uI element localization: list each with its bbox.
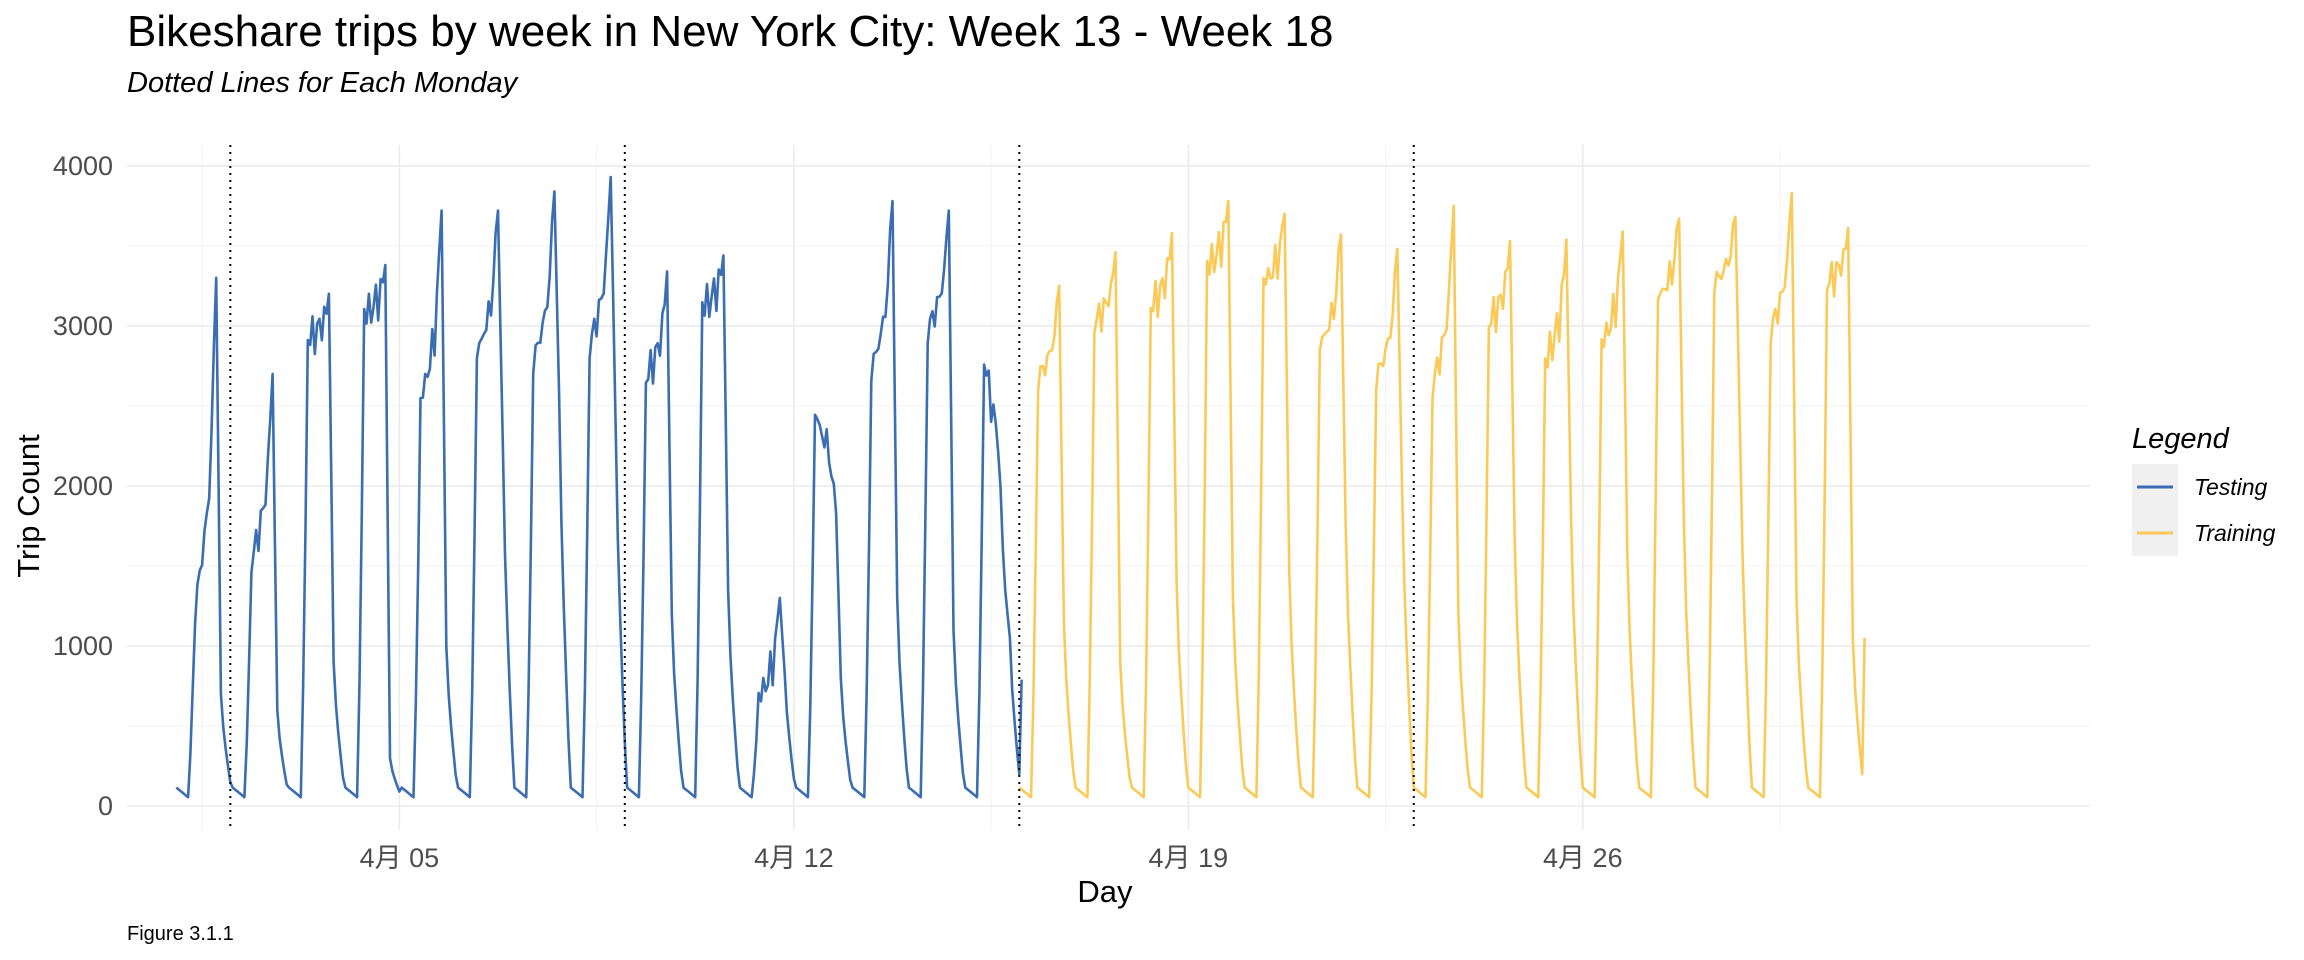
y-tick-label: 1000 bbox=[53, 631, 113, 661]
series-layer bbox=[175, 175, 1866, 799]
y-tick-label: 3000 bbox=[53, 311, 113, 341]
legend: Legend Testing Training bbox=[2132, 423, 2276, 556]
y-axis-title: Trip Count bbox=[11, 434, 46, 578]
x-tick-label: 4月 19 bbox=[1149, 843, 1229, 873]
chart-title: Bikeshare trips by week in New York City… bbox=[127, 7, 1333, 56]
y-tick-label: 4000 bbox=[53, 151, 113, 181]
chart-subtitle: Dotted Lines for Each Monday bbox=[127, 67, 519, 99]
y-tick-label: 2000 bbox=[53, 471, 113, 501]
x-axis-title: Day bbox=[1077, 874, 1133, 909]
legend-title: Legend bbox=[2132, 423, 2230, 455]
monday-lines bbox=[229, 145, 1415, 830]
grid-major bbox=[127, 145, 2090, 830]
x-tick-label: 4月 05 bbox=[360, 843, 440, 873]
x-tick-label: 4月 12 bbox=[754, 843, 834, 873]
plot-area bbox=[127, 145, 2090, 830]
figure-caption: Figure 3.1.1 bbox=[127, 923, 234, 945]
legend-label-training: Training bbox=[2194, 520, 2276, 546]
series-line-training bbox=[1018, 191, 1866, 799]
x-tick-label: 4月 26 bbox=[1543, 843, 1623, 873]
x-axis-ticks: 4月 05 4月 12 4月 19 4月 26 bbox=[360, 843, 1623, 873]
series-line-testing bbox=[175, 175, 1023, 799]
grid-minor bbox=[127, 145, 2090, 830]
y-axis-ticks: 0 1000 2000 3000 4000 bbox=[53, 151, 113, 821]
legend-label-testing: Testing bbox=[2194, 474, 2268, 500]
y-tick-label: 0 bbox=[98, 791, 113, 821]
